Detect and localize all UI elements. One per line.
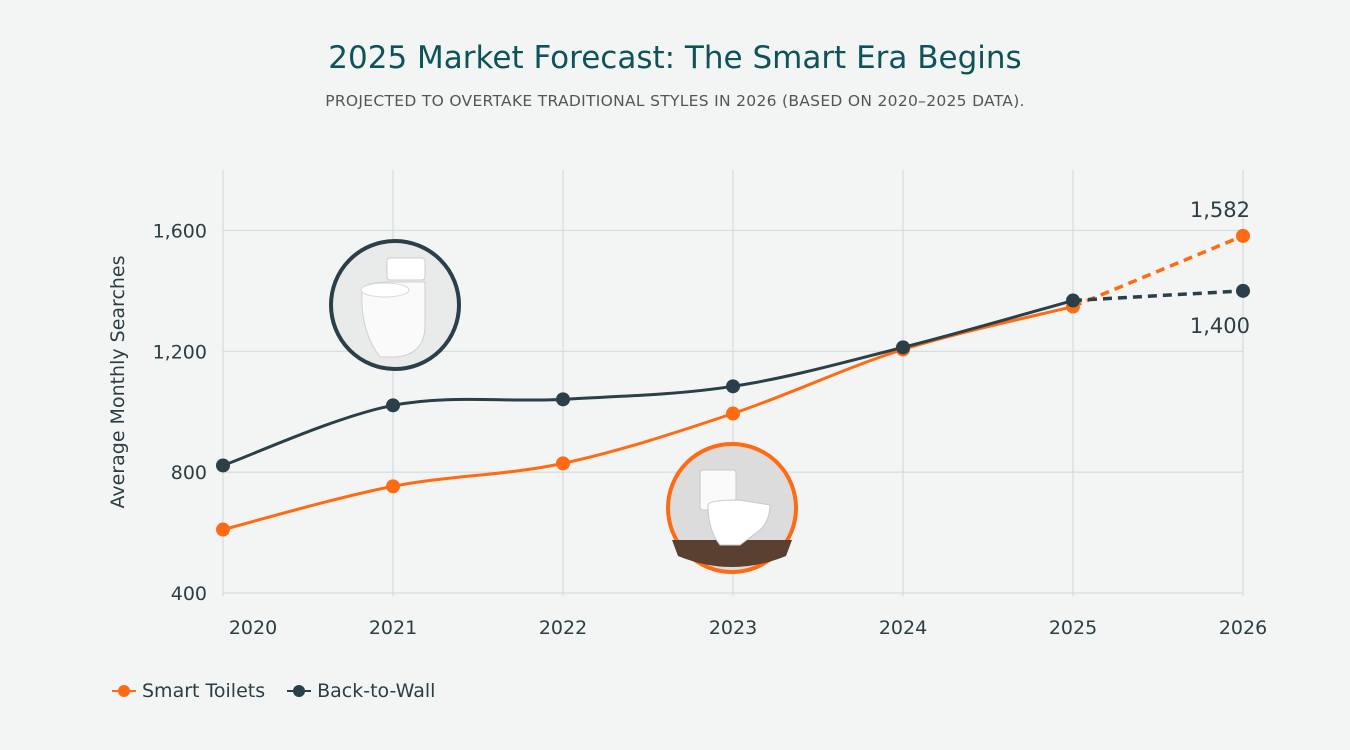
chart-subtitle: PROJECTED TO OVERTAKE TRADITIONAL STYLES…: [325, 92, 1025, 110]
data-point: [556, 456, 570, 471]
forecast-line: [1072, 289, 1244, 303]
data-point: [726, 379, 740, 394]
data-point: [1236, 283, 1250, 298]
legend: Smart Toilets Back-to-Wall: [112, 680, 435, 702]
x-tick-label: 2024: [879, 617, 927, 639]
legend-item-smart-toilets[interactable]: Smart Toilets: [112, 680, 265, 702]
x-tick-label: 2020: [229, 617, 277, 639]
x-tick-label: 2025: [1049, 617, 1097, 639]
data-point: [1236, 228, 1250, 243]
data-point: [386, 398, 400, 413]
toilet-image-smart: [666, 442, 798, 574]
legend-label: Back-to-Wall: [317, 680, 436, 702]
data-point: [556, 392, 570, 407]
toilet-image-back-to-wall: [329, 239, 461, 371]
x-tick-label: 2023: [709, 617, 757, 639]
legend-swatch: [112, 685, 136, 697]
y-tick-label: 400: [171, 583, 207, 605]
y-tick-label: 1,200: [153, 341, 207, 363]
data-point: [726, 406, 740, 421]
y-axis-label: Average Monthly Searches: [107, 255, 129, 508]
legend-label: Smart Toilets: [142, 680, 266, 702]
x-tick-label: 2026: [1219, 617, 1267, 639]
legend-swatch: [287, 685, 312, 697]
data-label: 1,400: [1190, 314, 1250, 338]
data-point: [386, 479, 400, 494]
x-tick-label: 2021: [369, 617, 417, 639]
data-label: 1,582: [1190, 198, 1250, 222]
data-point: [216, 458, 230, 473]
y-tick-label: 800: [171, 462, 207, 484]
series: 1,582 1,400: [216, 198, 1250, 537]
series-line: [222, 299, 1074, 467]
forecast-line: [1072, 234, 1244, 309]
legend-item-back-to-wall[interactable]: Back-to-Wall: [287, 680, 435, 702]
x-axis-labels: 2020 2021 2022 2023 2024 2025 2026: [229, 617, 1267, 639]
x-tick-label: 2022: [539, 617, 587, 639]
axis-ticks: 400 800 1,200 1,600: [153, 220, 207, 605]
data-point: [896, 340, 910, 355]
y-tick-label: 1,600: [153, 220, 207, 242]
data-point: [216, 522, 230, 537]
chart-title: 2025 Market Forecast: The Smart Era Begi…: [328, 40, 1022, 76]
data-point: [1066, 293, 1080, 308]
